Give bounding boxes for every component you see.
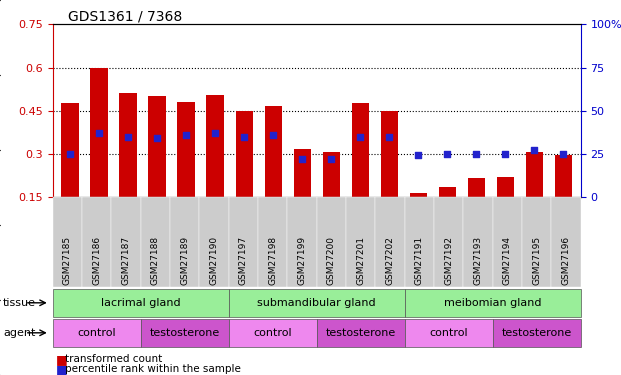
Bar: [207, 95, 224, 197]
Bar: [438, 187, 456, 197]
Point: [268, 132, 278, 138]
Bar: [497, 177, 514, 197]
Text: lacrimal gland: lacrimal gland: [101, 298, 181, 308]
Text: GSM27195: GSM27195: [532, 236, 541, 285]
Text: GSM27196: GSM27196: [561, 236, 571, 285]
Text: GSM27200: GSM27200: [327, 236, 336, 285]
Text: testosterone: testosterone: [325, 328, 396, 338]
Text: tissue: tissue: [3, 298, 36, 308]
Bar: [91, 68, 108, 197]
Text: GSM27202: GSM27202: [386, 236, 394, 285]
Text: ■: ■: [56, 353, 68, 366]
Point: [442, 151, 452, 157]
Point: [211, 130, 220, 136]
Text: GSM27193: GSM27193: [473, 236, 483, 285]
Bar: [61, 104, 79, 197]
Bar: [294, 149, 311, 197]
Bar: [322, 152, 340, 197]
Bar: [351, 104, 369, 197]
Bar: [555, 155, 572, 197]
Point: [181, 132, 191, 138]
Bar: [525, 152, 543, 197]
Point: [326, 156, 336, 162]
Text: GSM27198: GSM27198: [268, 236, 277, 285]
Text: transformed count: transformed count: [65, 354, 163, 364]
Bar: [468, 178, 485, 197]
Point: [529, 147, 539, 153]
Text: control: control: [253, 328, 292, 338]
Bar: [178, 102, 195, 197]
Text: testosterone: testosterone: [150, 328, 220, 338]
Text: submandibular gland: submandibular gland: [257, 298, 376, 308]
Text: GSM27201: GSM27201: [356, 236, 365, 285]
Point: [355, 134, 365, 140]
Text: GSM27190: GSM27190: [209, 236, 219, 285]
Bar: [119, 93, 137, 197]
Point: [297, 156, 307, 162]
Text: ■: ■: [56, 363, 68, 375]
Text: GSM27188: GSM27188: [151, 236, 160, 285]
Text: GDS1361 / 7368: GDS1361 / 7368: [68, 9, 183, 23]
Text: GSM27187: GSM27187: [122, 236, 130, 285]
Bar: [265, 106, 282, 197]
Text: agent: agent: [3, 328, 35, 338]
Text: GSM27186: GSM27186: [93, 236, 101, 285]
Point: [123, 134, 133, 140]
Point: [94, 130, 104, 136]
Point: [413, 153, 423, 159]
Text: meibomian gland: meibomian gland: [444, 298, 542, 308]
Text: testosterone: testosterone: [502, 328, 572, 338]
Bar: [235, 111, 253, 197]
Text: GSM27194: GSM27194: [503, 236, 512, 285]
Text: control: control: [78, 328, 116, 338]
Point: [152, 135, 162, 141]
Point: [65, 151, 75, 157]
Text: GSM27192: GSM27192: [444, 236, 453, 285]
Text: control: control: [429, 328, 468, 338]
Text: GSM27191: GSM27191: [415, 236, 424, 285]
Text: GSM27197: GSM27197: [239, 236, 248, 285]
Bar: [381, 111, 398, 197]
Point: [384, 134, 394, 140]
Text: GSM27185: GSM27185: [63, 236, 72, 285]
Point: [558, 151, 568, 157]
Bar: [409, 193, 427, 197]
Point: [239, 134, 249, 140]
Point: [471, 151, 481, 157]
Text: GSM27189: GSM27189: [180, 236, 189, 285]
Text: GSM27199: GSM27199: [297, 236, 307, 285]
Text: percentile rank within the sample: percentile rank within the sample: [65, 364, 241, 374]
Point: [501, 151, 510, 157]
Bar: [148, 96, 166, 197]
